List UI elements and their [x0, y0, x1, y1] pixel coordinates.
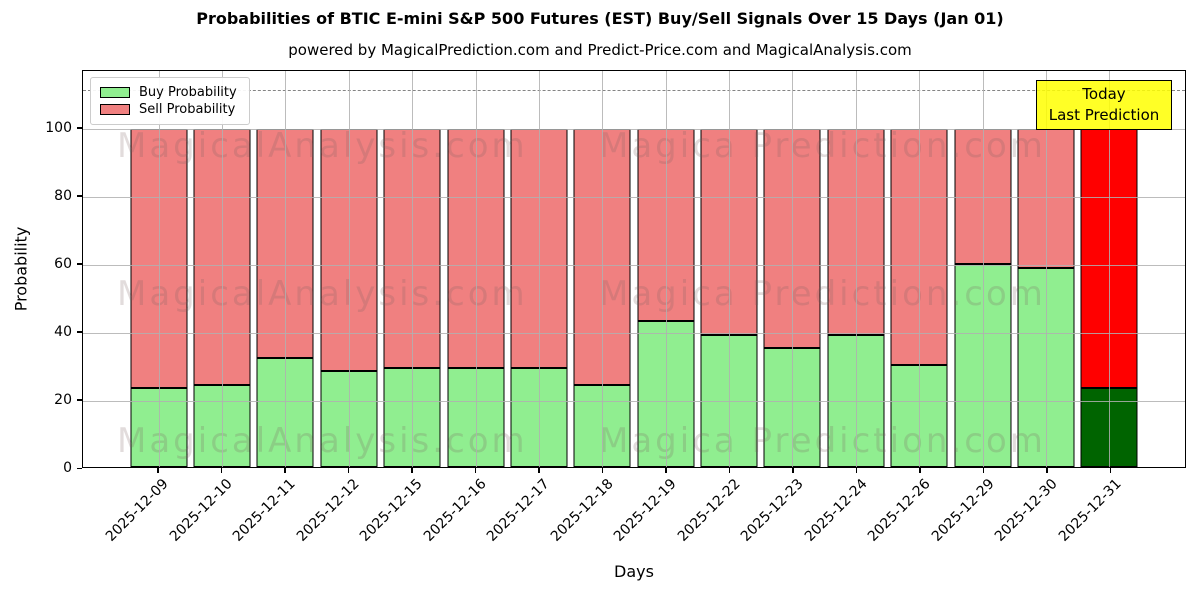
x-tick-mark	[792, 468, 794, 473]
gridline-x	[1109, 71, 1111, 467]
x-tick-label-2025-12-17: 2025-12-17	[484, 476, 554, 545]
gridline-y-20	[83, 400, 1185, 402]
x-tick-mark	[855, 468, 858, 473]
chart-title: Probabilities of BTIC E-mini S&P 500 Fut…	[196, 9, 1004, 28]
x-tick-label-2025-12-30: 2025-12-30	[992, 476, 1062, 545]
gridline-y-80	[83, 196, 1185, 198]
legend-label-buy: Buy Probability	[139, 85, 237, 100]
x-tick-mark	[665, 468, 667, 473]
bar-slot	[381, 71, 444, 467]
x-tick-mark	[919, 468, 921, 473]
gridline-x	[792, 71, 794, 467]
bar-slot	[317, 71, 380, 467]
x-axis-label: Days	[614, 562, 654, 581]
legend-swatch-sell-icon	[100, 104, 130, 115]
legend-item-buy: Buy Probability	[100, 84, 240, 101]
x-tick-label-2025-12-23: 2025-12-23	[738, 476, 808, 545]
bar-slot	[507, 71, 570, 467]
x-tick-label-2025-12-22: 2025-12-22	[674, 476, 744, 545]
gridline-x	[412, 71, 414, 467]
x-tick-mark	[728, 468, 731, 473]
x-tick-mark	[1046, 468, 1048, 473]
y-tick-label-40: 40	[54, 323, 72, 340]
x-tick-mark	[982, 468, 985, 473]
x-tick-label-2025-12-24: 2025-12-24	[801, 476, 871, 545]
bar-slot	[697, 71, 760, 467]
bar-slot	[127, 71, 190, 467]
x-tick-label-2025-12-31: 2025-12-31	[1055, 476, 1125, 545]
bar-slot	[761, 71, 824, 467]
x-tick-mark	[284, 468, 286, 473]
gridline-x	[538, 71, 540, 467]
legend-swatch-buy-icon	[100, 87, 130, 98]
gridline-x	[665, 71, 667, 467]
x-tick-label-2025-12-15: 2025-12-15	[357, 476, 427, 545]
gridline-y-40	[83, 332, 1185, 334]
x-tick-mark	[411, 468, 413, 473]
legend-item-sell: Sell Probability	[100, 101, 240, 118]
gridline-x	[1045, 71, 1047, 467]
gridline-y-100	[83, 128, 1185, 130]
y-tick-mark	[77, 467, 82, 469]
gridline-x	[855, 71, 857, 467]
bar-slot	[1014, 71, 1077, 467]
bar-slot	[444, 71, 507, 467]
bar-slot	[190, 71, 253, 467]
gridline-x	[222, 71, 224, 467]
gridline-x	[982, 71, 984, 467]
x-tick-mark	[538, 468, 540, 473]
bar-slot	[1078, 71, 1141, 467]
gridline-x	[285, 71, 287, 467]
bar-slot	[634, 71, 697, 467]
y-tick-mark	[77, 399, 82, 401]
plot-area: MagicalAnalysis.com Magica Prediction.com…	[82, 70, 1186, 468]
y-tick-label-100: 100	[45, 119, 72, 136]
today-annotation: Today Last Prediction	[1036, 80, 1172, 130]
gridline-x	[919, 71, 921, 467]
x-tick-label-2025-12-19: 2025-12-19	[611, 476, 681, 545]
x-tick-label-2025-12-26: 2025-12-26	[865, 476, 935, 545]
x-tick-label-2025-12-09: 2025-12-09	[103, 476, 173, 545]
y-tick-label-0: 0	[63, 460, 72, 476]
x-tick-mark	[220, 468, 223, 473]
x-tick-mark	[474, 468, 477, 473]
x-tick-label-2025-12-11: 2025-12-11	[230, 476, 300, 545]
y-tick-mark	[77, 195, 82, 197]
x-tick-label-2025-12-29: 2025-12-29	[928, 476, 998, 545]
legend-label-sell: Sell Probability	[139, 102, 236, 117]
gridline-x	[348, 71, 350, 467]
y-tick-label-60: 60	[54, 255, 72, 272]
today-annotation-line1: Today	[1082, 85, 1126, 103]
bar-slot	[571, 71, 634, 467]
bar-slot	[951, 71, 1014, 467]
gridline-x	[602, 71, 604, 467]
y-tick-label-80: 80	[54, 187, 72, 204]
gridline-x	[729, 71, 731, 467]
y-tick-mark	[77, 331, 82, 333]
gridline-y-60	[83, 264, 1185, 266]
today-annotation-line2: Last Prediction	[1048, 106, 1160, 124]
x-tick-label-2025-12-18: 2025-12-18	[547, 476, 617, 545]
x-tick-mark	[347, 468, 350, 473]
gridline-x	[158, 71, 160, 467]
bar-slot	[254, 71, 317, 467]
x-tick-mark	[1109, 468, 1112, 473]
x-tick-mark	[157, 468, 159, 473]
y-tick-label-20: 20	[54, 391, 72, 408]
bars-container	[127, 71, 1141, 468]
chart-subtitle: powered by MagicalPrediction.com and Pre…	[288, 41, 912, 59]
x-tick-label-2025-12-16: 2025-12-16	[420, 476, 490, 545]
x-tick-label-2025-12-12: 2025-12-12	[293, 476, 363, 545]
bar-slot	[824, 71, 887, 467]
legend: Buy Probability Sell Probability	[90, 77, 250, 125]
dashed-threshold-line	[83, 89, 1185, 91]
y-tick-mark	[77, 127, 82, 129]
x-tick-label-2025-12-10: 2025-12-10	[166, 476, 236, 545]
x-tick-mark	[601, 468, 604, 473]
gridline-x	[475, 71, 477, 467]
bar-slot	[888, 71, 951, 468]
y-tick-mark	[77, 263, 82, 265]
